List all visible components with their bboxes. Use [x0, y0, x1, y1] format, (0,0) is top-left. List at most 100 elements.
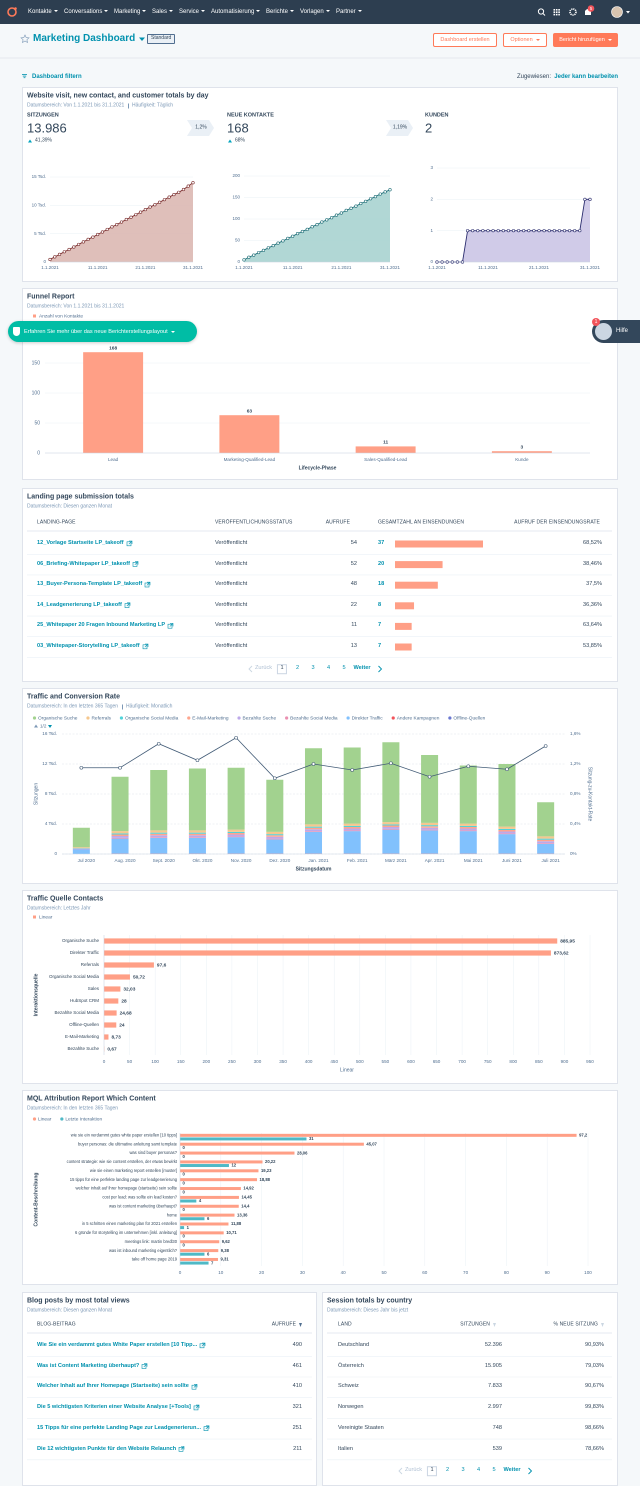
sessions: 748	[492, 1425, 502, 1431]
bar-segment	[343, 827, 361, 829]
bar-segment	[421, 825, 439, 827]
submission-rate: 38,46%	[583, 560, 602, 567]
y-tick-label: 0	[54, 851, 57, 856]
landing-page-link[interactable]: 13_Buyer-Persona-Template LP_takeoff	[37, 581, 143, 588]
point	[557, 229, 562, 233]
apps-icon	[558, 13, 560, 16]
x-tick-label: Apr. 2021	[425, 858, 445, 863]
bar-segment	[343, 823, 361, 826]
bar-segment	[421, 829, 439, 831]
nav-item[interactable]: Partner	[336, 9, 362, 15]
header-button[interactable]: Bericht hinzufügen	[553, 33, 618, 47]
bar-value-label: 14,4	[241, 1203, 250, 1208]
point	[295, 232, 300, 236]
kpi-change: 41,39%	[35, 137, 52, 144]
submission-bar	[395, 561, 443, 569]
pagination-next[interactable]: Weiter	[503, 1467, 521, 1474]
bar-segment	[498, 833, 516, 835]
bar-segment	[188, 837, 206, 854]
views: 211	[293, 1445, 302, 1452]
nav-item[interactable]: Sales	[152, 9, 173, 15]
submission-rate: 37,5%	[586, 581, 602, 588]
pagination-page[interactable]: 1	[276, 664, 288, 674]
layout-banner[interactable]: Erfahren Sie mehr über das neue Berichte…	[8, 321, 197, 342]
new-session-rate: 79,03%	[585, 1362, 604, 1369]
x-tick-label: Feb. 2021	[347, 858, 368, 863]
y-tick-label: 6 gründe für storytelling im unternehmen…	[75, 1230, 177, 1235]
bar	[180, 1213, 235, 1217]
y-tick-label: 0	[37, 450, 40, 456]
pagination-page[interactable]: 2	[295, 665, 300, 672]
pagination-prev[interactable]: Zurück	[255, 665, 273, 672]
nav-item[interactable]: Berichte	[266, 9, 294, 15]
pagination-page[interactable]: 4	[326, 665, 331, 672]
help-button[interactable]: 1 Hilfe	[592, 318, 640, 343]
dashboard-title[interactable]: Marketing Dashboard	[33, 33, 136, 44]
y2-tick-label: 1,2%	[570, 761, 580, 766]
pagination-page[interactable]: 5	[342, 665, 346, 672]
bar-segment	[111, 836, 129, 838]
help-badge: 1	[592, 318, 600, 326]
legend-label: Linear	[39, 914, 53, 920]
pagination-page[interactable]: 1	[426, 1466, 438, 1476]
bar-segment	[304, 827, 323, 830]
pagination-page[interactable]: 2	[445, 1467, 450, 1474]
landing-page-link[interactable]: 14_Leadgenerierung LP_takeoff	[37, 602, 122, 608]
pagination-prev[interactable]: Zurück	[405, 1467, 423, 1474]
landing-page-link[interactable]: 03_Whitepaper-Storytelling LP_takeoff	[37, 643, 140, 650]
assigned-value[interactable]: Jeder kann bearbeiten	[554, 73, 618, 80]
views: 22	[350, 602, 357, 608]
blog-post-link[interactable]: Welcher Inhalt auf Ihrer Homepage (Start…	[37, 1383, 189, 1390]
kpi-value: 2	[425, 120, 433, 136]
legend-dot	[32, 1117, 37, 1121]
pagination-page[interactable]: 3	[311, 665, 315, 672]
pagination-page[interactable]: 4	[476, 1467, 481, 1474]
x-tick-label: Juli 2021	[541, 858, 560, 863]
pagination-page[interactable]: 5	[492, 1467, 496, 1474]
external-icon-arrow	[144, 643, 149, 648]
card-subtitle: Datumsbereich: Diesen ganzen Monat	[27, 1307, 113, 1314]
point	[359, 201, 363, 206]
button-label[interactable]: Bericht hinzufügen	[559, 37, 605, 43]
card-title: Landing page submission totals	[27, 493, 134, 501]
nav-item[interactable]: Vorlagen	[300, 9, 330, 15]
legend-label: Bezahlte Social Media	[290, 716, 338, 722]
x-tick-label: Sept. 2020	[153, 858, 176, 863]
button-caret	[607, 39, 612, 41]
filter-link[interactable]: Dashboard filtern	[32, 73, 82, 80]
banner-text[interactable]: Erfahren Sie mehr über das neue Berichte…	[24, 328, 168, 335]
blog-post-link[interactable]: 15 Tipps für eine perfekte Landing Page …	[37, 1425, 202, 1431]
pagination-next[interactable]: Weiter	[353, 665, 371, 672]
banner-caret	[170, 330, 175, 333]
landing-page-link[interactable]: 06_Briefing-Whitepaper LP_takeoff	[37, 560, 130, 567]
x-tick-label: Okt. 2020	[192, 858, 212, 863]
button-label[interactable]: Dashboard erstellen	[440, 37, 490, 43]
button-label[interactable]: Optionen	[510, 37, 533, 43]
column-header: GESAMTZAHL AN EINSENDUNGEN	[378, 519, 465, 526]
point	[506, 229, 511, 233]
legend-label: E-Mail-Marketing	[192, 716, 229, 722]
blog-post-link[interactable]: Was ist Content Marketing überhaupt?	[37, 1362, 140, 1369]
bar-value-label: 32,03	[123, 986, 135, 992]
blog-post-link[interactable]: Die 12 wichtigsten Punkte für den Websit…	[37, 1445, 177, 1452]
header-button[interactable]: Dashboard erstellen	[433, 33, 497, 47]
nav-item[interactable]: Marketing	[114, 9, 146, 15]
pagination-page[interactable]: 3	[461, 1467, 465, 1474]
card-subtitle: Datumsbereich: In den letzten 365 Tagen	[27, 703, 119, 710]
nav-item[interactable]: Kontakte	[28, 9, 58, 15]
blog-post-link[interactable]: Wie Sie ein verdammt gutes White Paper e…	[37, 1342, 198, 1349]
point	[167, 195, 171, 199]
card-title: Website visit, new contact, and customer…	[27, 92, 209, 100]
nav-item[interactable]: Service	[179, 9, 205, 15]
submissions: 8	[378, 602, 382, 608]
landing-page-link[interactable]: 25_Whitepaper 20 Fragen Inbound Marketin…	[37, 622, 166, 629]
header-button[interactable]: Optionen	[503, 33, 547, 47]
point	[76, 242, 81, 247]
rate-point	[118, 765, 122, 770]
help-label[interactable]: Hilfe	[616, 328, 629, 334]
nav-item[interactable]: Automatisierung	[211, 9, 260, 15]
nav-item[interactable]: Conversations	[64, 9, 108, 15]
point	[186, 184, 190, 188]
blog-post-link[interactable]: Die 5 wichtigsten Kriterien einer Websit…	[37, 1404, 191, 1411]
landing-page-link[interactable]: 12_Vorlage Startseite LP_takeoff	[37, 540, 124, 547]
